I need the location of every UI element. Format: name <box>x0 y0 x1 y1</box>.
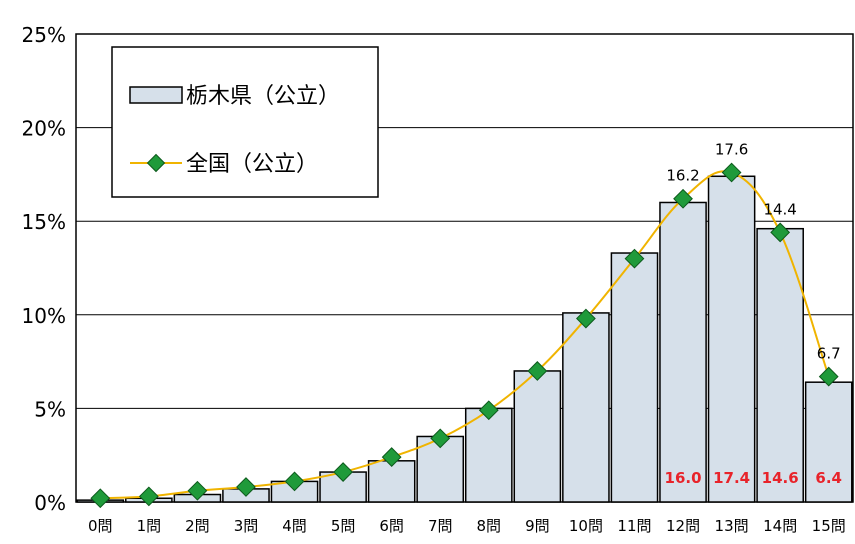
legend-box <box>111 46 379 198</box>
bar <box>756 227 804 503</box>
x-tick-label: 9問 <box>525 517 550 535</box>
x-tick-label: 5問 <box>331 517 356 535</box>
x-tick-label: 0問 <box>88 517 113 535</box>
y-tick-label: 10% <box>22 304 66 328</box>
x-tick-label: 13問 <box>715 517 749 535</box>
y-tick-label: 20% <box>22 117 66 141</box>
y-tick-label: 15% <box>22 210 66 234</box>
line-point <box>333 462 353 482</box>
line-point <box>284 471 305 492</box>
y-tick-label: 5% <box>34 397 66 421</box>
line-data-label: 17.6 <box>715 141 748 159</box>
legend-swatch-marker <box>146 153 166 173</box>
bar <box>804 381 853 503</box>
line-point <box>624 248 645 269</box>
y-tick-label: 25% <box>22 23 66 47</box>
x-tick-label: 11問 <box>617 517 651 535</box>
line-data-label: 16.2 <box>666 167 699 185</box>
bar <box>610 252 659 503</box>
x-tick-label: 4問 <box>282 517 307 535</box>
x-tick-label: 7問 <box>428 517 453 535</box>
line-point <box>527 361 548 381</box>
line-data-label: 14.4 <box>763 200 796 218</box>
bar <box>659 201 707 503</box>
bar-data-label: 6.4 <box>815 469 842 487</box>
line-point <box>721 162 742 183</box>
bar <box>562 312 610 503</box>
bar-data-label: 14.6 <box>762 469 799 487</box>
bar <box>707 175 756 503</box>
line-data-label: 6.7 <box>817 345 841 363</box>
line-point <box>430 428 451 449</box>
bar <box>464 407 513 503</box>
x-tick-label: 1問 <box>137 517 162 535</box>
bar-data-label: 16.0 <box>665 469 702 487</box>
x-tick-label: 3問 <box>234 517 259 535</box>
x-tick-label: 14問 <box>763 517 797 535</box>
line-point <box>90 488 111 509</box>
bar <box>367 460 416 503</box>
line-point <box>673 188 693 209</box>
x-tick-label: 8問 <box>477 517 502 535</box>
legend: 栃木県（公立） 全国（公立） <box>111 46 379 198</box>
line-point <box>478 400 499 421</box>
bar-data-label: 17.4 <box>713 469 750 487</box>
line-point <box>818 366 839 387</box>
x-tick-label: 10問 <box>569 517 603 535</box>
line-point <box>770 222 791 243</box>
bar <box>513 370 562 503</box>
x-tick-label: 15問 <box>812 517 846 535</box>
line-point <box>236 477 256 497</box>
y-tick-label: 0% <box>34 491 66 515</box>
line-point <box>381 447 402 467</box>
line-point <box>576 308 596 329</box>
line-point <box>138 486 159 507</box>
legend-label-line: 全国（公立） <box>186 152 318 177</box>
line-point <box>187 480 208 501</box>
x-tick-label: 2問 <box>185 517 210 535</box>
legend-swatch-bar <box>129 86 183 104</box>
x-tick-label: 12問 <box>666 517 700 535</box>
x-tick-label: 6問 <box>379 517 404 535</box>
legend-label-bar: 栃木県（公立） <box>186 84 340 109</box>
